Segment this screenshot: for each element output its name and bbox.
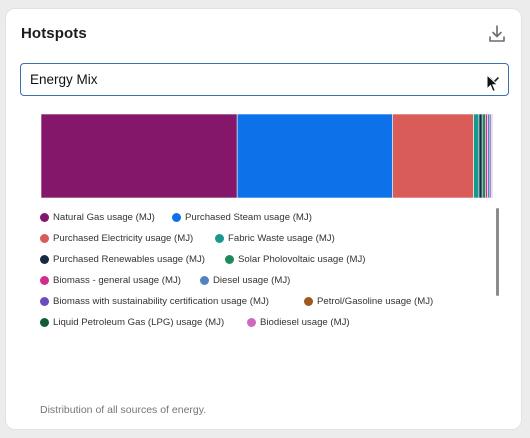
legend-item[interactable]: Fabric Waste usage (MJ) — [215, 233, 335, 244]
legend-swatch — [172, 213, 181, 222]
hotspots-card: Hotspots Energy Mix Natural Gas usage (M… — [5, 8, 522, 430]
legend-label: Purchased Renewables usage (MJ) — [53, 254, 205, 265]
bar-segment-5[interactable] — [478, 114, 483, 198]
legend-label: Natural Gas usage (MJ) — [53, 212, 155, 223]
legend-swatch — [40, 213, 49, 222]
legend-swatch — [40, 234, 49, 243]
bar-segment-4[interactable] — [473, 114, 480, 198]
legend-item[interactable]: Liquid Petroleum Gas (LPG) usage (MJ) — [40, 317, 224, 328]
download-icon[interactable] — [487, 24, 507, 44]
legend-label: Liquid Petroleum Gas (LPG) usage (MJ) — [53, 317, 225, 328]
legend-row: Biomass with sustainability certificatio… — [40, 293, 490, 314]
legend-swatch — [40, 276, 49, 285]
legend-label: Biodiesel usage (MJ) — [260, 317, 350, 328]
legend-label: Purchased Steam usage (MJ) — [185, 212, 312, 223]
legend-label: Diesel usage (MJ) — [213, 275, 291, 286]
legend-swatch — [225, 255, 234, 264]
legend-row: Purchased Electricity usage (MJ) Fabric W… — [40, 230, 490, 251]
legend-item[interactable]: Diesel usage (MJ) — [200, 275, 290, 286]
legend-row: Natural Gas usage (MJ) Purchased Steam us… — [40, 209, 490, 230]
chart-caption: Distribution of all sources of energy. — [40, 404, 207, 416]
legend-item[interactable]: Purchased Renewables usage (MJ) — [40, 254, 205, 265]
legend-swatch — [304, 297, 313, 306]
legend-label: Fabric Waste usage (MJ) — [228, 233, 335, 244]
legend-item[interactable]: Solar Pholovoltaic usage (MJ) — [225, 254, 365, 265]
legend-item[interactable]: Purchased Steam usage (MJ) — [172, 212, 312, 223]
legend-label: Biomass - general usage (MJ) — [53, 275, 181, 286]
legend-swatch — [200, 276, 209, 285]
bar-segment-7[interactable] — [485, 114, 488, 198]
bar-segment-1[interactable] — [41, 114, 238, 198]
legend-item[interactable]: Biodiesel usage (MJ) — [247, 317, 350, 328]
energy-mix-stacked-bar — [41, 114, 493, 198]
dropdown-selected-value: Energy Mix — [30, 72, 98, 87]
chart-legend: Natural Gas usage (MJ) Purchased Steam us… — [40, 209, 490, 331]
legend-swatch — [40, 297, 49, 306]
legend-item[interactable]: Biomass - general usage (MJ) — [40, 275, 181, 286]
bar-segment-3[interactable] — [392, 114, 474, 198]
legend-label: Purchased Electricity usage (MJ) — [53, 233, 194, 244]
legend-row: Liquid Petroleum Gas (LPG) usage (MJ) Bio… — [40, 314, 490, 331]
legend-label: Solar Pholovoltaic usage (MJ) — [238, 254, 366, 265]
mouse-pointer-icon — [486, 74, 499, 93]
legend-row: Biomass - general usage (MJ) Diesel usage… — [40, 272, 490, 293]
energy-mix-dropdown[interactable]: Energy Mix — [20, 63, 509, 96]
legend-swatch — [40, 255, 49, 264]
legend-label: Petrol/Gasoline usage (MJ) — [317, 296, 434, 307]
legend-scrollbar[interactable] — [496, 208, 499, 296]
legend-item[interactable]: Purchased Electricity usage (MJ) — [40, 233, 193, 244]
legend-row: Purchased Renewables usage (MJ) Solar Pho… — [40, 251, 490, 272]
legend-swatch — [247, 318, 256, 327]
legend-item[interactable]: Biomass with sustainability certificatio… — [40, 296, 269, 307]
legend-item[interactable]: Petrol/Gasoline usage (MJ) — [304, 296, 433, 307]
bar-segment-8[interactable] — [487, 114, 491, 198]
bar-segment-6[interactable] — [481, 114, 486, 198]
legend-swatch — [40, 318, 49, 327]
card-title: Hotspots — [21, 25, 87, 42]
bar-segment-2[interactable] — [236, 114, 393, 198]
legend-label: Biomass with sustainability certificatio… — [53, 296, 269, 307]
legend-item[interactable]: Natural Gas usage (MJ) — [40, 212, 155, 223]
legend-swatch — [215, 234, 224, 243]
